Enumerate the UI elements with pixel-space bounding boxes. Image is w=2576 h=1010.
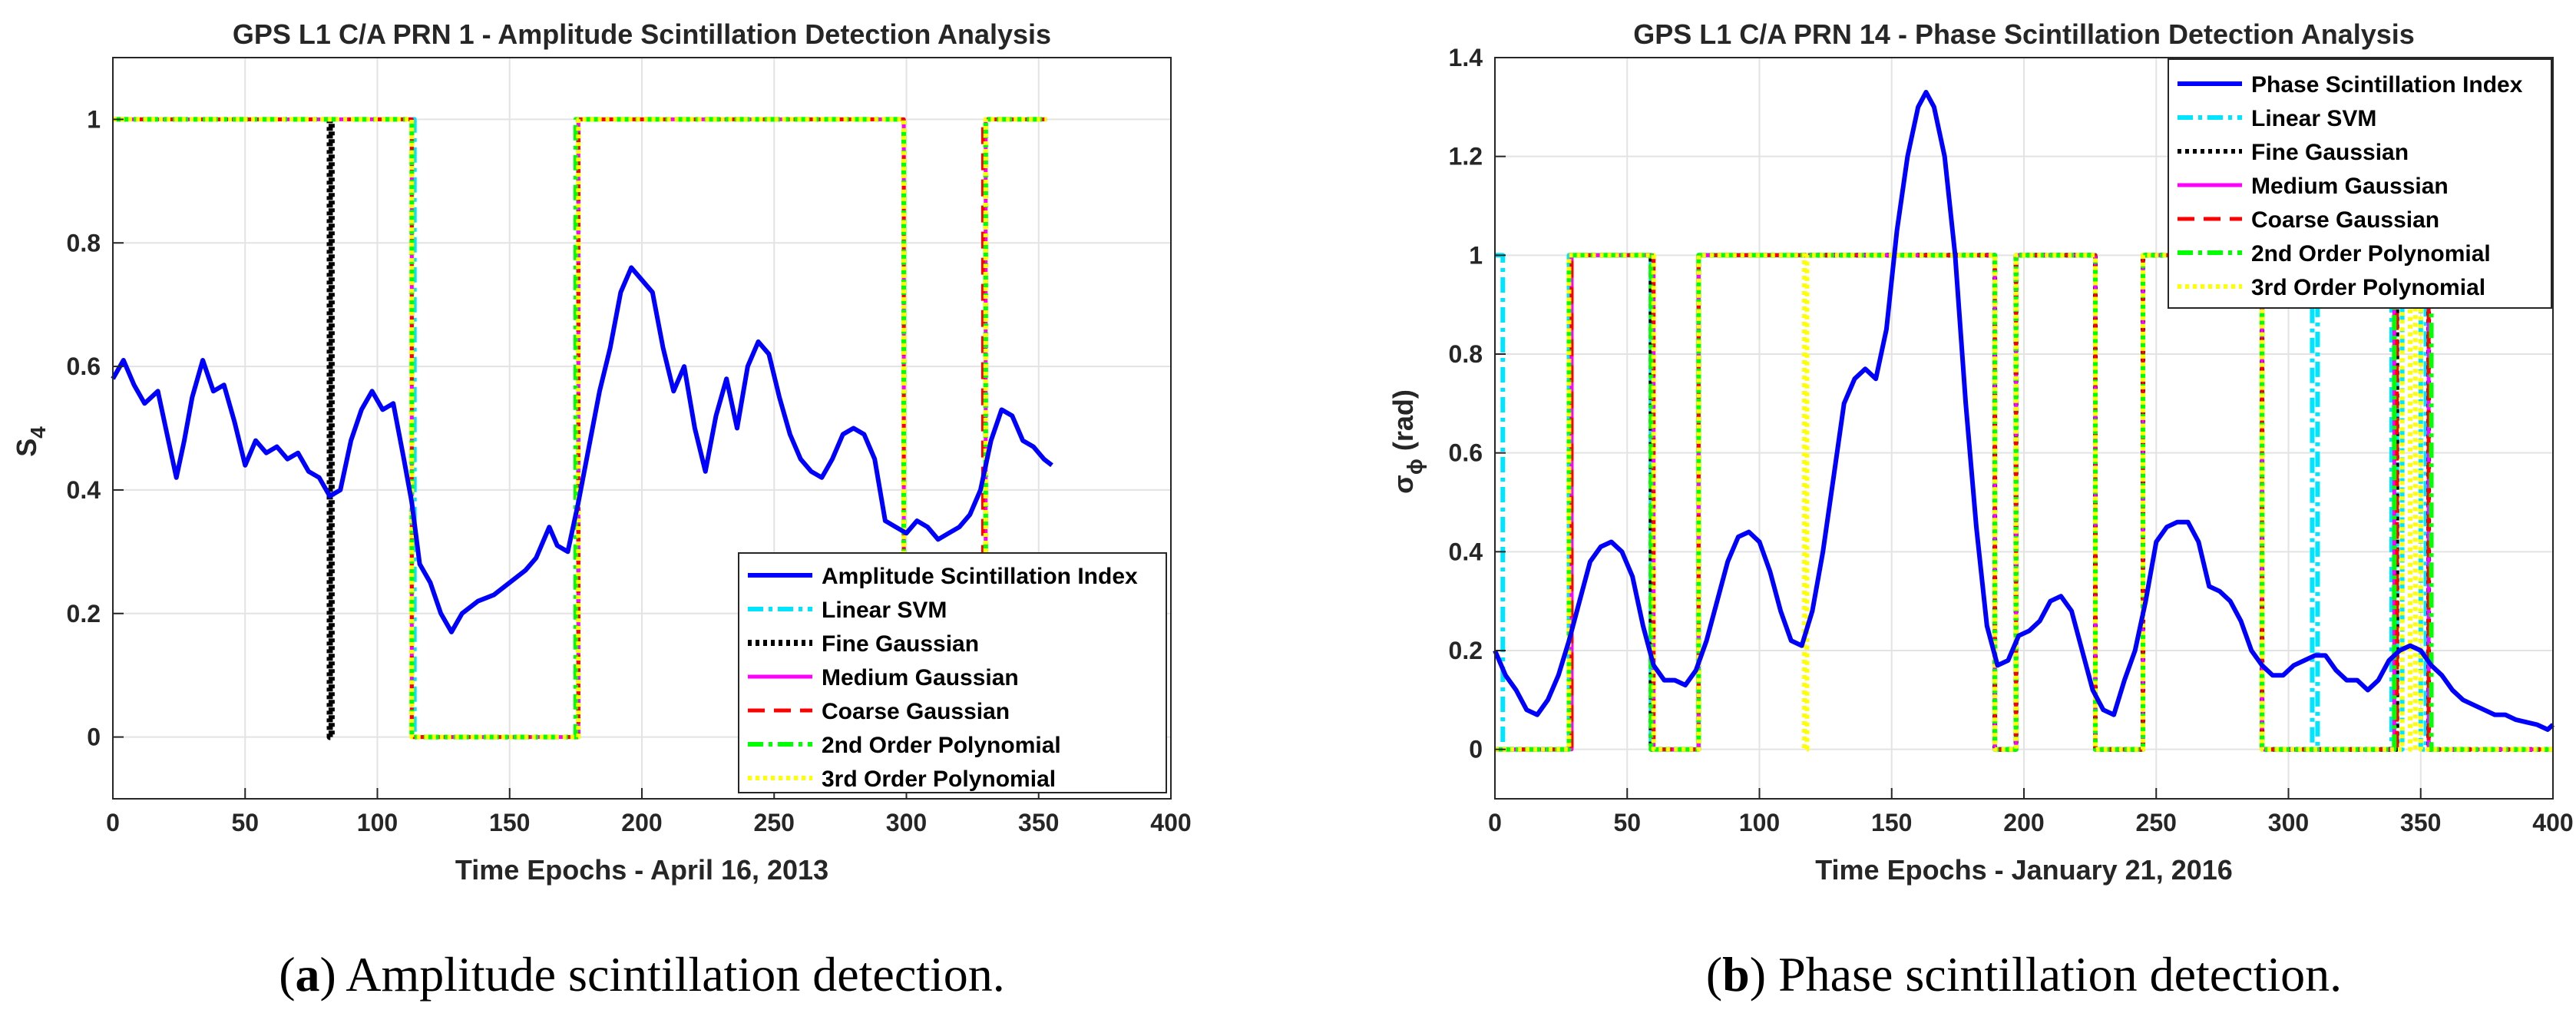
y-tick-label: 0.6 <box>1449 439 1483 467</box>
x-tick-label: 250 <box>754 809 795 836</box>
x-tick-label: 100 <box>357 809 398 836</box>
y-tick-label: 1.4 <box>1449 44 1483 71</box>
legend-label-poly2: 2nd Order Polynomial <box>822 733 1061 758</box>
y-tick-label: 1 <box>87 105 101 133</box>
y-axis-label-main: σ <box>1387 475 1419 494</box>
x-tick-label: 350 <box>2400 809 2441 836</box>
legend-label-poly2: 2nd Order Polynomial <box>2251 241 2491 267</box>
chart-amplitude: 0 50 100 150 200 250 300 350 400 0 0.2 0.4 0.6 0.8 1 G… <box>11 18 1192 886</box>
series-poly3 <box>113 117 1047 740</box>
ticks: 0 50 100 150 200 250 300 350 400 0 0.2 0.4 0.6 0.8 1 <box>67 105 1192 836</box>
x-axis-label: Time Epochs - January 21, 2016 <box>1815 854 2233 886</box>
x-tick-label: 150 <box>1871 809 1912 836</box>
y-tick-label: 0 <box>87 724 101 751</box>
x-tick-label: 50 <box>1613 809 1641 836</box>
caption-a: (a) Amplitude scintillation detection. <box>279 947 1005 1002</box>
legend-box <box>738 552 1167 793</box>
legend-label-amplitude_index: Amplitude Scintillation Index <box>822 564 1138 589</box>
y-tick-label: 0.2 <box>67 600 101 628</box>
caption-b-text: Phase scintillation detection. <box>1766 947 2342 1002</box>
y-axis-label-main: S <box>11 439 42 457</box>
legend-label-fine_gaussian: Fine Gaussian <box>822 631 979 657</box>
legend-label-poly3: 3rd Order Polynomial <box>822 767 1056 792</box>
series-amplitude_index <box>111 265 1053 634</box>
caption-a-letter: a <box>296 947 320 1002</box>
y-axis-label: σϕ (rad) <box>1387 389 1427 494</box>
chart-title: GPS L1 C/A PRN 14 - Phase Scintillation … <box>1633 18 2415 50</box>
legend-label-coarse_gaussian: Coarse Gaussian <box>822 699 1010 724</box>
caption-b: (b) Phase scintillation detection. <box>1706 947 2342 1002</box>
y-tick-label: 1.2 <box>1449 143 1483 171</box>
y-axis-label-suffix: (rad) <box>1387 389 1419 459</box>
y-axis-label: S4 <box>11 426 50 457</box>
ticks: 0 50 100 150 200 250 300 350 400 0 0.2 0.4 0.6 0.8 1 1.… <box>1449 44 2574 836</box>
legend-label-poly3: 3rd Order Polynomial <box>2251 275 2485 300</box>
x-tick-label: 400 <box>1150 809 1191 836</box>
x-tick-label: 200 <box>621 809 662 836</box>
x-axis-label: Time Epochs - April 16, 2013 <box>455 854 828 886</box>
legend-label-medium_gaussian: Medium Gaussian <box>822 665 1019 690</box>
y-tick-label: 0 <box>1469 736 1483 763</box>
legend-label-linear_svm: Linear SVM <box>822 598 947 623</box>
x-tick-label: 0 <box>106 809 120 836</box>
legend-label-coarse_gaussian: Coarse Gaussian <box>2251 207 2439 233</box>
caption-b-letter: b <box>1722 947 1750 1002</box>
y-tick-label: 0.4 <box>67 476 101 504</box>
x-tick-label: 50 <box>231 809 259 836</box>
series-poly3 <box>1495 253 2553 752</box>
x-tick-label: 400 <box>2532 809 2573 836</box>
x-tick-label: 200 <box>2003 809 2044 836</box>
x-tick-label: 250 <box>2136 809 2177 836</box>
x-tick-label: 150 <box>489 809 530 836</box>
legend: Amplitude Scintillation Index Linear SVM F… <box>738 552 1167 793</box>
series-group <box>1493 90 2555 752</box>
series-phase_index <box>1493 90 2555 732</box>
chart-phase: 0 50 100 150 200 250 300 350 400 0 0.2 0.4 0.6 0.8 1 1.… <box>1387 18 2574 886</box>
series-linear_svm <box>1495 253 2553 752</box>
caption-a-text: Amplitude scintillation detection. <box>336 947 1005 1002</box>
x-tick-label: 300 <box>2268 809 2309 836</box>
y-axis-label-sub: ϕ <box>1403 459 1427 475</box>
legend-label-medium_gaussian: Medium Gaussian <box>2251 174 2449 199</box>
y-tick-label: 1 <box>1469 241 1483 269</box>
series-group <box>111 117 1053 740</box>
legend-label-phase_index: Phase Scintillation Index <box>2251 72 2523 98</box>
x-tick-label: 350 <box>1018 809 1059 836</box>
y-tick-label: 0.8 <box>67 229 101 257</box>
y-tick-label: 0.2 <box>1449 637 1483 664</box>
legend-label-linear_svm: Linear SVM <box>2251 106 2376 131</box>
x-tick-label: 100 <box>1739 809 1780 836</box>
series-fine_gaussian <box>326 119 335 740</box>
legend-label-fine_gaussian: Fine Gaussian <box>2251 140 2409 165</box>
x-tick-label: 0 <box>1488 809 1502 836</box>
y-tick-label: 0.6 <box>67 353 101 380</box>
y-tick-label: 0.8 <box>1449 340 1483 368</box>
chart-title: GPS L1 C/A PRN 1 - Amplitude Scintillati… <box>233 18 1051 50</box>
y-tick-label: 0.4 <box>1449 538 1483 565</box>
y-axis-label-sub: 4 <box>26 426 50 439</box>
legend: Phase Scintillation Index Linear SVM Fine … <box>2168 58 2552 309</box>
x-tick-label: 300 <box>886 809 927 836</box>
